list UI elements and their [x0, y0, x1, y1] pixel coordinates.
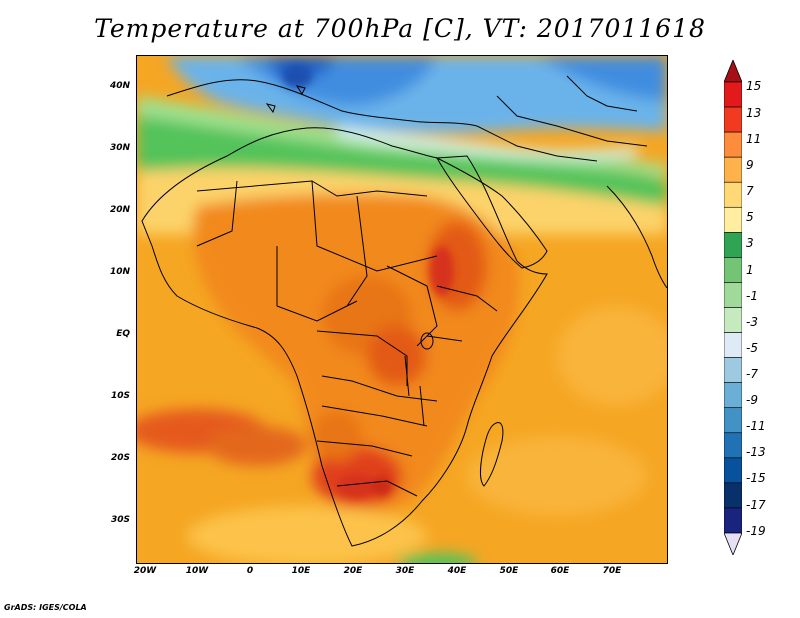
lat-tick-label: 30N	[109, 143, 130, 153]
colorbar-cell	[724, 257, 742, 283]
footer-credit: GrADS: IGES/COLA	[4, 603, 87, 612]
lon-tick-label: 60E	[550, 566, 570, 576]
colorbar-cell	[724, 232, 742, 258]
colorbar-cell	[724, 206, 742, 233]
colorbar-cell	[724, 407, 742, 434]
colorbar	[724, 60, 742, 555]
colorbar-label: 13	[746, 106, 762, 120]
colorbar-label: -3	[746, 315, 758, 329]
colorbar-label: -5	[746, 341, 758, 355]
colorbar-label: -7	[746, 367, 758, 381]
colorbar-bottom-triangle	[724, 532, 742, 555]
lat-tick-label: 40N	[109, 81, 130, 91]
colorbar-label: 9	[746, 158, 754, 172]
lon-tick-label: 50E	[499, 566, 519, 576]
colorbar-cell	[724, 357, 742, 383]
lat-tick-label: EQ	[116, 329, 130, 339]
lon-tick-label: 20E	[343, 566, 363, 576]
colorbar-label: -17	[746, 498, 766, 512]
colorbar-label: 3	[746, 236, 754, 250]
colorbar-top-triangle	[724, 60, 742, 83]
colorbar-label: -13	[746, 445, 766, 459]
colorbar-label: -11	[746, 419, 766, 433]
colorbar-cell	[724, 282, 742, 308]
colorbar-cell	[724, 432, 742, 459]
lat-tick-label: 10S	[110, 391, 130, 401]
colorbar-cell	[724, 156, 742, 183]
temperature-field	[137, 56, 667, 563]
colorbar-cell	[724, 181, 742, 208]
colorbar-label: -15	[746, 471, 766, 485]
colorbar-cell	[724, 131, 742, 158]
colorbar-cell	[724, 81, 742, 108]
colorbar-cell	[724, 457, 742, 484]
chart-title: Temperature at 700hPa [C], VT: 201701161…	[94, 14, 706, 43]
colorbar-label: 5	[746, 210, 754, 224]
colorbar-label: 7	[746, 184, 754, 198]
colorbar-label: -1	[746, 289, 758, 303]
colorbar-cell	[724, 382, 742, 409]
lon-tick-label: 10W	[185, 566, 209, 576]
colorbar-cells	[724, 60, 742, 555]
colorbar-cell	[724, 482, 742, 509]
colorbar-label: 1	[746, 263, 754, 277]
lon-tick-label: 40E	[447, 566, 467, 576]
colorbar-cell	[724, 507, 742, 534]
lat-tick-label: 30S	[110, 515, 130, 525]
lat-tick-label: 20N	[109, 205, 130, 215]
colorbar-cell	[724, 307, 742, 333]
lon-tick-label: 10E	[291, 566, 311, 576]
lon-tick-label: 0	[246, 566, 254, 576]
country-borders	[141, 75, 667, 547]
colorbar-label: -19	[746, 524, 766, 538]
lat-tick-label: 20S	[110, 453, 130, 463]
lon-tick-label: 30E	[395, 566, 415, 576]
hot-cells	[282, 64, 454, 498]
temperature-map	[137, 56, 667, 563]
map-panel	[136, 55, 668, 564]
lat-tick-label: 10N	[109, 267, 130, 277]
colorbar-cell	[724, 332, 742, 358]
colorbar-label: -9	[746, 393, 758, 407]
lon-tick-label: 70E	[602, 566, 622, 576]
colorbar-cell	[724, 106, 742, 133]
lon-tick-label: 20W	[133, 566, 157, 576]
colorbar-label: 11	[746, 132, 762, 146]
colorbar-label: 15	[746, 79, 762, 93]
